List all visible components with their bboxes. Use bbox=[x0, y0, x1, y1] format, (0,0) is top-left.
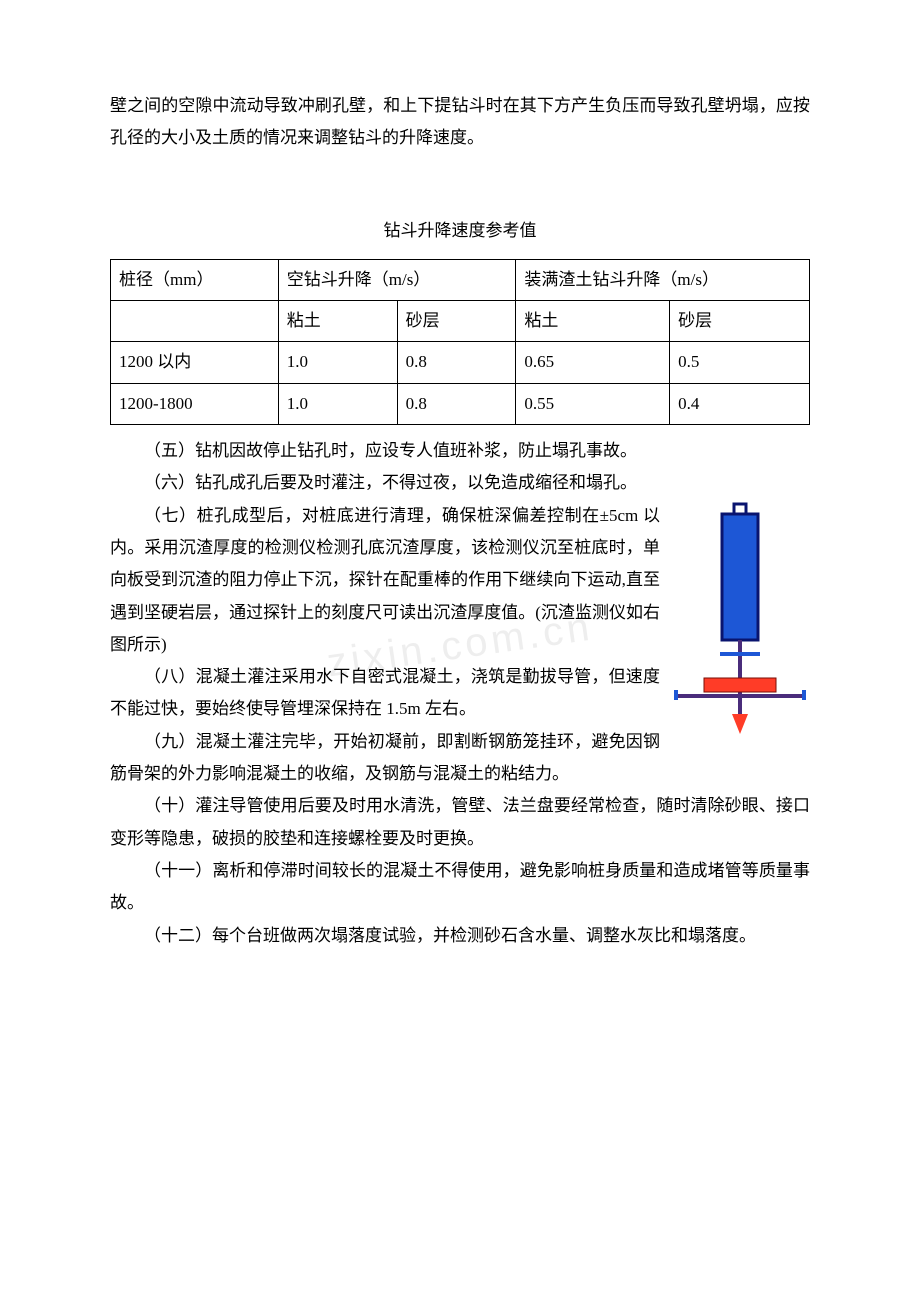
table-cell: 桩径（mm） bbox=[111, 259, 279, 300]
table-cell: 砂层 bbox=[397, 301, 516, 342]
table-cell: 砂层 bbox=[670, 301, 810, 342]
table-cell: 0.65 bbox=[516, 342, 670, 383]
table-cell: 0.5 bbox=[670, 342, 810, 383]
list-item: （十一）离析和停滞时间较长的混凝土不得使用，避免影响桩身质量和造成堵管等质量事故… bbox=[110, 855, 810, 920]
table-cell: 粘土 bbox=[278, 301, 397, 342]
list-item: （十二）每个台班做两次塌落度试验，并检测砂石含水量、调整水灰比和塌落度。 bbox=[110, 920, 810, 952]
table-cell: 0.8 bbox=[397, 342, 516, 383]
list-item: （五）钻机因故停止钻孔时，应设专人值班补浆，防止塌孔事故。 bbox=[110, 435, 810, 467]
table-cell: 1200-1800 bbox=[111, 383, 279, 424]
table-title: 钻斗升降速度参考值 bbox=[110, 215, 810, 247]
intro-paragraph: 壁之间的空隙中流动导致冲刷孔壁，和上下提钻斗时在其下方产生负压而导致孔壁坍塌，应… bbox=[110, 90, 810, 155]
table-cell: 粘土 bbox=[516, 301, 670, 342]
table-row: 桩径（mm） 空钻斗升降（m/s） 装满渣土钻斗升降（m/s） bbox=[111, 259, 810, 300]
table-cell: 空钻斗升降（m/s） bbox=[278, 259, 516, 300]
speed-table: 桩径（mm） 空钻斗升降（m/s） 装满渣土钻斗升降（m/s） 粘土 砂层 粘土… bbox=[110, 259, 810, 425]
table-cell: 0.8 bbox=[397, 383, 516, 424]
table-cell bbox=[111, 301, 279, 342]
list-item: （六）钻孔成孔后要及时灌注，不得过夜，以免造成缩径和塌孔。 bbox=[110, 467, 810, 499]
table-cell: 装满渣土钻斗升降（m/s） bbox=[516, 259, 810, 300]
table-cell: 1.0 bbox=[278, 342, 397, 383]
table-cell: 0.4 bbox=[670, 383, 810, 424]
table-row: 1200-1800 1.0 0.8 0.55 0.4 bbox=[111, 383, 810, 424]
table-row: 1200 以内 1.0 0.8 0.65 0.5 bbox=[111, 342, 810, 383]
table-cell: 0.55 bbox=[516, 383, 670, 424]
list-item: （十）灌注导管使用后要及时用水清洗，管壁、法兰盘要经常检查，随时清除砂眼、接口变… bbox=[110, 790, 810, 855]
sediment-monitor-diagram bbox=[670, 500, 810, 740]
table-cell: 1.0 bbox=[278, 383, 397, 424]
table-row: 粘土 砂层 粘土 砂层 bbox=[111, 301, 810, 342]
table-cell: 1200 以内 bbox=[111, 342, 279, 383]
